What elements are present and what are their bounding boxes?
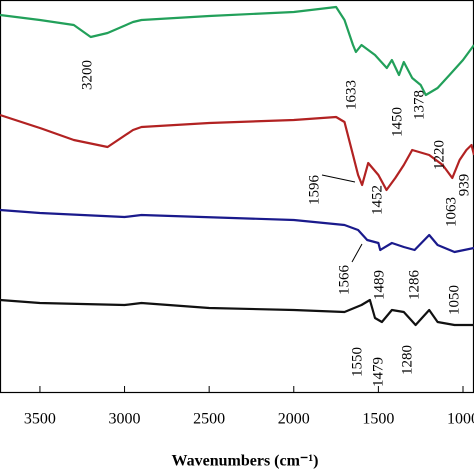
peak-label: 1286 <box>406 270 422 301</box>
peak-label: 1280 <box>399 345 415 375</box>
peak-label: 3200 <box>79 60 95 90</box>
peak-label: 1050 <box>446 285 462 315</box>
peak-label: 1596 <box>306 175 322 206</box>
peak-label: 1489 <box>371 270 387 300</box>
peak-label: 1378 <box>411 90 427 120</box>
peak-label: 1566 <box>336 265 352 296</box>
plot-frame <box>0 0 474 394</box>
x-tick-label: 2500 <box>193 411 225 428</box>
spectrum-line <box>0 298 474 327</box>
x-tick-label: 3000 <box>109 411 141 428</box>
peak-label: 1550 <box>349 347 365 377</box>
peak-label: 1633 <box>343 80 359 110</box>
peak-label: 1450 <box>389 107 405 137</box>
x-axis-label: Wavenumbers (cm⁻¹) <box>172 453 319 470</box>
leader-line <box>351 243 363 263</box>
x-tick-label: 2000 <box>278 411 310 428</box>
peak-label: 1479 <box>370 357 386 387</box>
x-tick-label: 1000 <box>447 411 474 428</box>
x-tick-label: 3500 <box>24 411 56 428</box>
leader-line <box>321 174 356 183</box>
peak-label: 1063 <box>443 197 459 227</box>
peak-label: 1220 <box>431 140 447 170</box>
spectrum-line <box>0 5 474 97</box>
spectrum-line <box>0 113 474 192</box>
peak-label: 1452 <box>369 185 385 215</box>
peak-label: 939 <box>456 174 472 197</box>
x-tick-label: 1500 <box>362 411 394 428</box>
spectrum-line <box>0 208 474 254</box>
